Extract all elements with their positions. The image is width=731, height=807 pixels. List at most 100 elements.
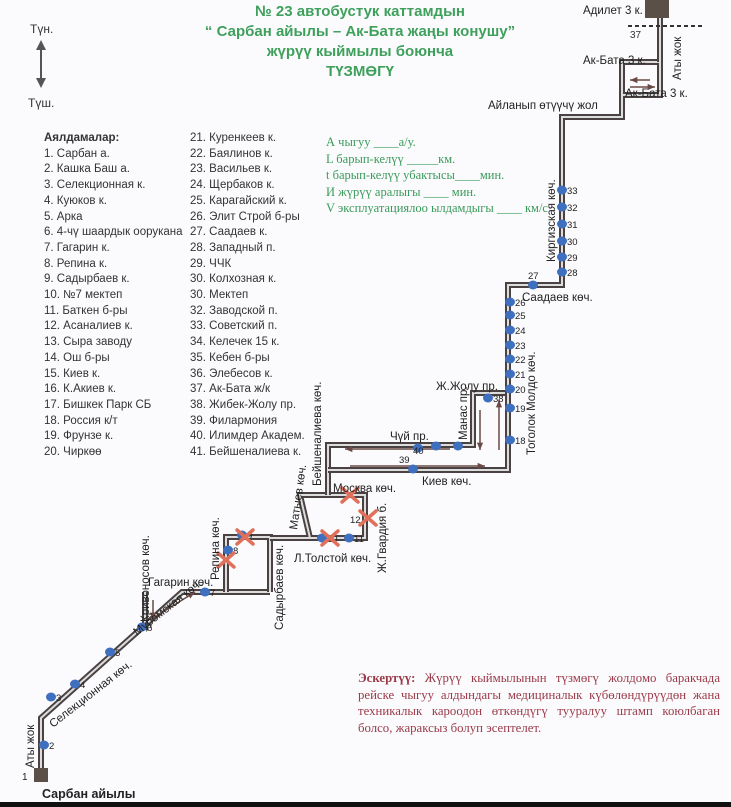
marker-37: 37 [630,30,642,41]
title-line-4: ТҮЗМӨГҮ [326,63,394,80]
stop-dot-icon [505,384,515,394]
stop-list-item: 41. Бейшеналиева к. [190,446,302,459]
stop-dot-icon [413,443,423,453]
route-segment-inner [328,61,661,471]
stop-number: 29 [567,253,578,264]
arrowhead-icon [630,76,638,84]
stop-list-item: 40. Илимдер Академ. [190,430,305,443]
stop-list-item: 27. Саадаев к. [190,226,268,239]
stop-number: 6 [147,623,152,634]
stop-list-item: 19. Фрунзе к. [44,430,114,443]
note-warning: Эскертүү: Жүрүү кыймылынын түзмөгү жолдо… [358,670,720,736]
stop-list-item: 32. Заводской п. [190,304,278,317]
route-segment-inner [270,494,366,539]
stop-number: 9 [247,531,252,542]
arrowhead-icon [187,592,195,599]
stop-dot-icon [408,464,418,474]
stop-list-item: 5. Арка [44,210,83,223]
closed-x-icon [320,529,340,547]
stop-list-item: 9. Садырбаев к. [44,273,130,286]
stop-number: 1 [22,772,28,783]
street-beishenalieva: Бейшеналиева көч. [312,382,324,486]
street-manas: Манас пр. [458,386,470,440]
stop-dot-icon [505,435,515,445]
stop-dot-icon [557,185,567,195]
street-adilet: Адилет 3 к. [583,5,643,17]
stop-list-item: 17. Бишкек Парк СБ [44,398,152,411]
stop-list-item: 6. 4-чү шаардык оорукана [44,226,183,239]
stop-number: 4 [80,680,85,691]
param-i: И жүрүү аралыгы ____ мин. [326,184,477,199]
stop-dot-icon [46,692,56,702]
terminal-sarban: Сарбан айылы [42,787,135,801]
street-saadaev: Саадаев көч. [522,292,593,304]
stop-dot-icon [528,280,538,290]
street-gagarin: Гагарин көч. [148,577,213,589]
title-line-3: жүрүү кыймылы боюнча [266,43,454,60]
street-ak-bata-2: Ак-Бата 3 к. [625,88,688,100]
arrowhead-icon [647,83,655,91]
arrowhead-icon [476,442,484,450]
street-aty-jok-bottom: Аты жок [25,724,37,768]
stop-list-item: 37. Ак-Бата ж/к [190,383,271,396]
stop-dot-icon [105,647,115,657]
street-ak-bata-1: Ак-Бата 3 к. [583,55,646,67]
title-line-2: “ Сарбан айылы – Ак-Бата жаңы конушу” [204,23,516,40]
stop-number: 12 [350,515,361,526]
stop-dot-icon [344,533,354,543]
stop-dot-icon [200,587,210,597]
stop-list-item: 1. Сарбан а. [44,147,110,160]
stop-list-item: 3. Селекционная к. [44,179,146,192]
stop-list-item: 8. Репина к. [44,257,108,270]
street-jgvardia: Ж.Гвардия б. [377,503,389,573]
stop-list-item: 29. ЧЧК [190,257,232,270]
street-aylanyp: Айланып өтүүчү жол [488,100,598,112]
closed-x-icon [358,509,378,527]
document-title: № 23 автобустук каттамдын “ Сарбан айылы… [150,2,570,82]
stop-dot-icon [557,252,567,262]
route-line [38,0,663,770]
stop-list-item: 36. Элебесов к. [190,367,273,380]
stop-list-item: 16. К.Акиев к. [44,383,117,396]
stop-list-item: 12. Асаналиев к. [44,320,133,333]
stop-list-item: 15. Киев к. [44,367,101,380]
closed-x-icon [235,528,255,546]
stop-dot-icon [483,393,493,403]
stop-number: 40 [413,446,424,457]
stop-dot-icon [453,441,463,451]
stop-dot-icon [70,679,80,689]
stop-number: 7 [210,588,215,599]
street-sadyrbaev: Садырбаев көч. [274,545,286,630]
stop-dot-icon [137,622,147,632]
param-v: V эксплуатациялоо ылдамдыгы ____ км/с [326,201,548,215]
stop-dot-icon [39,740,49,750]
stop-number: 26 [515,298,526,309]
stop-list-item: 7. Гагарин к. [44,241,110,254]
stop-list-item: 25. Карагайский к. [190,194,287,207]
stop-list-item: 18. Россия к/т [44,414,118,427]
street-tolstoy: Л.Толстой көч. [294,553,371,565]
stop-list-item: 34. Келечек 15 к. [190,336,280,349]
closed-x-icon [216,551,236,569]
stop-dot-icon [223,545,233,555]
stop-number: 28 [567,268,578,279]
stop-list-item: 38. Жибек-Жолу пр. [190,398,297,411]
stop-list-item: 35. Кебен б-ры [190,351,270,364]
stop-number: 38 [493,394,504,405]
route-parameters: А чыгуу ____а/у. L барып-келүү _____км. … [326,134,548,217]
stop-number: 5 [115,648,120,659]
stop-number: 25 [515,311,526,322]
stop-list-item: 28. Западный п. [190,241,276,254]
stop-list-item: 22. Баялинов к. [190,147,273,160]
street-repina: Репина көч. [210,517,222,580]
terminal-square-icon [34,768,48,782]
stop-number: 22 [515,355,526,366]
stop-number: 27 [528,271,539,282]
param-t: t барып-келүү убактысы____мин. [326,168,505,182]
stop-number: 2 [49,741,54,752]
stop-list-item: 23. Васильев к. [190,163,273,176]
street-chuy: Чүй пр. [390,431,429,443]
page-bottom-edge [0,802,731,807]
stop-markers: 2345678910111218192021222324252627282930… [22,185,578,783]
